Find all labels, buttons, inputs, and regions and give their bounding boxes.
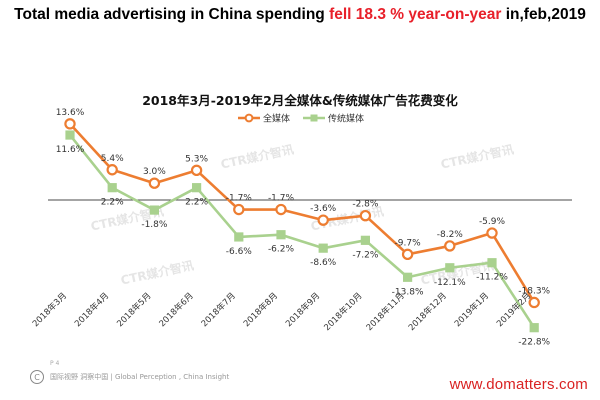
data-label: 13.6% [56, 108, 85, 118]
x-tick-label: 2018年6月 [157, 290, 196, 329]
data-point [64, 118, 76, 130]
data-label: -6.2% [268, 245, 295, 255]
data-point [401, 248, 414, 261]
website-url[interactable]: www.domatters.com [449, 376, 588, 393]
data-label: -12.1% [434, 278, 466, 288]
data-point [529, 323, 539, 333]
data-point [233, 203, 245, 216]
chart-title: 2018年3月-2019年2月全媒体&传统媒体广告花费变化 [142, 93, 458, 108]
data-label: -11.2% [476, 273, 508, 283]
data-label: -9.7% [395, 238, 422, 248]
data-point [317, 214, 329, 226]
data-label: -1.7% [226, 194, 253, 204]
data-point [275, 203, 287, 216]
data-point [149, 205, 159, 215]
data-label: -6.6% [226, 247, 253, 257]
legend-swatch-marker [310, 114, 318, 122]
source-text: 国际视野 洞察中国 | Global Perception , China In… [50, 373, 230, 381]
data-label: -18.3% [518, 286, 550, 296]
data-label: -5.9% [479, 217, 506, 227]
data-label: -13.8% [392, 287, 424, 297]
x-tick-label: 2018年7月 [199, 290, 238, 329]
data-label: -2.8% [352, 200, 379, 210]
data-point [148, 177, 161, 189]
series-line [69, 122, 536, 304]
x-tick-label: 2018年11月 [364, 290, 407, 333]
x-tick-label: 2018年10月 [322, 290, 365, 333]
data-point [486, 227, 498, 239]
legend-swatch-marker [244, 113, 254, 123]
data-label: 3.0% [143, 167, 166, 177]
data-point [276, 230, 286, 240]
data-label: -22.8% [518, 338, 550, 348]
headline-suffix: in,feb,2019 [501, 6, 586, 23]
x-tick-label: 2018年3月 [30, 290, 69, 329]
data-label: -7.2% [352, 250, 379, 260]
x-tick-label: 2018年9月 [283, 290, 322, 329]
data-label: 5.4% [101, 154, 124, 164]
data-point [444, 240, 456, 252]
ctr-logo-icon: C [30, 370, 44, 384]
data-label: -8.6% [310, 258, 337, 268]
page-number: P 4 [50, 360, 60, 367]
x-tick-label: 2018年8月 [241, 290, 280, 329]
data-point [360, 235, 370, 245]
data-point [107, 183, 117, 193]
data-point [106, 164, 118, 176]
data-label: 2.2% [185, 198, 208, 208]
data-label: 2.2% [101, 198, 124, 208]
headline-highlight: fell 18.3 % year-on-year [329, 6, 502, 23]
data-label: 5.3% [185, 154, 208, 164]
data-label: -1.7% [268, 194, 295, 204]
data-point [528, 296, 540, 309]
data-point [234, 232, 244, 242]
data-label: -3.6% [310, 204, 337, 214]
data-point [487, 258, 497, 268]
x-tick-label: 2018年5月 [115, 290, 154, 329]
headline-text: Total media advertising in China spendin… [14, 6, 330, 23]
data-point [403, 272, 413, 282]
data-label: -1.8% [141, 220, 168, 230]
data-label: 11.6% [56, 145, 85, 155]
legend-label: 传统媒体 [328, 113, 364, 125]
series-line [68, 134, 536, 329]
legend-label: 全媒体 [263, 113, 290, 125]
data-point [445, 263, 455, 273]
data-point [190, 164, 203, 177]
x-tick-label: 2019年1月 [452, 290, 491, 329]
data-point [65, 130, 75, 140]
headline: Total media advertising in China spendin… [0, 6, 600, 24]
data-point [359, 209, 372, 222]
x-tick-label: 2018年4月 [72, 290, 111, 329]
data-label: -8.2% [437, 230, 464, 240]
data-point [318, 243, 328, 253]
footer-source: P 4 C 国际视野 洞察中国 | Global Perception , Ch… [30, 360, 230, 388]
data-point [192, 183, 202, 193]
